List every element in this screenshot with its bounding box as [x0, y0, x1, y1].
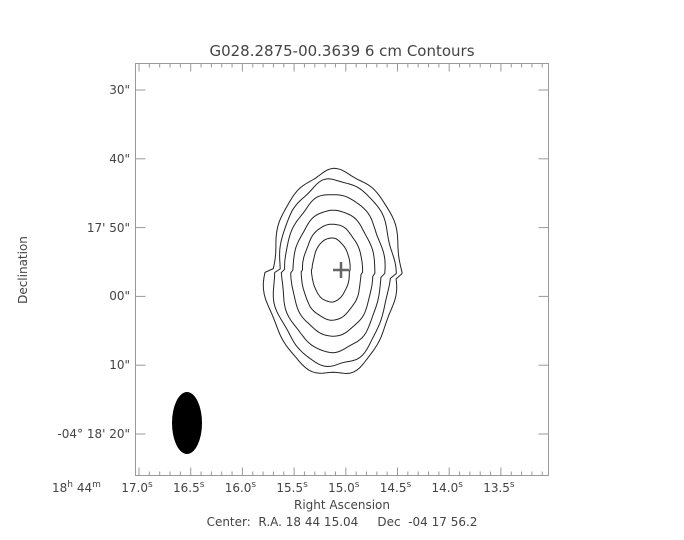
contour-line	[272, 178, 397, 368]
center-coordinates: Center: R.A. 18 44 15.04 Dec -04 17 56.2	[207, 515, 478, 529]
y-tick-label: 17' 50"	[87, 221, 130, 235]
chart-title: G028.2875-00.3639 6 cm Contours	[209, 42, 474, 60]
contour-line	[300, 223, 364, 321]
contours	[262, 167, 403, 375]
x-tick-label: 14.0s	[431, 480, 463, 495]
contour-line	[280, 194, 386, 354]
y-tick-labels: 30" 40" 17' 50" 00" 10" -04° 18' 20"	[57, 83, 130, 441]
y-tick-label: -04° 18' 20"	[57, 427, 130, 441]
x-tick-label: 16.0s	[225, 480, 257, 495]
y-tick-label: 10"	[109, 358, 130, 372]
y-tick-label: 30"	[109, 83, 130, 97]
plot-frame	[135, 63, 549, 476]
x-tick-label: 14.5s	[380, 480, 412, 495]
x-axis-label: Right Ascension	[294, 498, 390, 512]
beam-ellipse	[172, 392, 202, 454]
x-tick-label: 13.5s	[483, 480, 515, 495]
contour-line	[262, 167, 403, 375]
x-tick-label: 15.0s	[328, 480, 360, 495]
x-tick-label: 16.5s	[173, 480, 205, 495]
y-axis-label: Declination	[16, 236, 30, 304]
x-tick-label: 15.5s	[276, 480, 308, 495]
contour-line	[310, 237, 351, 303]
x-tick-label: 17.0s	[121, 480, 153, 495]
y-tick-label: 40"	[109, 152, 130, 166]
x-prefix: 18h 44m	[52, 480, 101, 495]
x-tick-labels: 17.0s 16.5s 16.0s 15.5s 15.0s 14.5s 14.0s 13.5s	[121, 480, 515, 495]
axis-ticks	[135, 63, 549, 476]
peak-plus-marker	[333, 262, 349, 278]
contour-line	[290, 209, 376, 337]
y-tick-label: 00"	[109, 289, 130, 303]
